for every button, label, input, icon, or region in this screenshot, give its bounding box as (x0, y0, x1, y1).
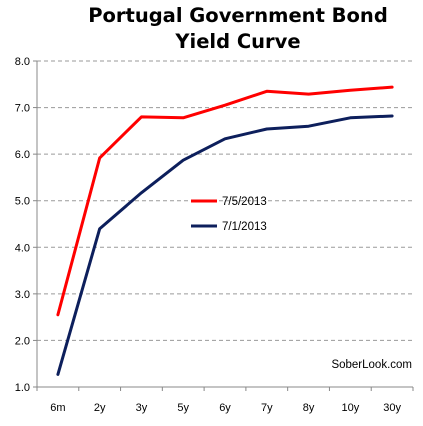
x-tick-label: 6m (50, 402, 65, 414)
y-tick-label: 4.0 (15, 242, 30, 254)
x-tick-label: 3y (136, 402, 148, 414)
legend-label: 7/5/2013 (222, 196, 267, 208)
x-tick-label: 30y (383, 402, 401, 414)
x-axis-ticks: 6m 2y 3y 5y 6y 7y 8y 10y 30y (36, 387, 414, 414)
chart-title-line-2: Yield Curve (174, 30, 300, 53)
y-tick-label: 3.0 (15, 289, 30, 301)
y-tick-label: 1.0 (15, 382, 30, 394)
series-lines (56, 85, 394, 376)
legend-label: 7/1/2013 (222, 221, 267, 233)
x-tick-label: 6y (219, 402, 231, 414)
series-line-1 (56, 114, 394, 376)
y-axis-ticks: 1.0 2.0 3.0 4.0 5.0 6.0 7.0 8.0 (15, 56, 37, 394)
x-tick-label: 5y (177, 402, 189, 414)
series-line-0 (56, 85, 394, 317)
x-tick-label: 2y (94, 402, 106, 414)
y-tick-label: 7.0 (15, 103, 30, 115)
y-tick-label: 2.0 (15, 335, 30, 347)
x-tick-label: 7y (261, 402, 273, 414)
legend: 7/5/2013 7/1/2013 (191, 196, 267, 233)
chart-title-line-1: Portugal Government Bond (88, 4, 388, 27)
source-watermark: SoberLook.com (331, 359, 412, 371)
y-tick-label: 8.0 (15, 56, 30, 68)
axes (36, 61, 413, 388)
x-tick-label: 8y (303, 402, 315, 414)
x-tick-label: 10y (341, 402, 359, 414)
y-tick-label: 5.0 (15, 196, 30, 208)
y-tick-label: 6.0 (15, 149, 30, 161)
